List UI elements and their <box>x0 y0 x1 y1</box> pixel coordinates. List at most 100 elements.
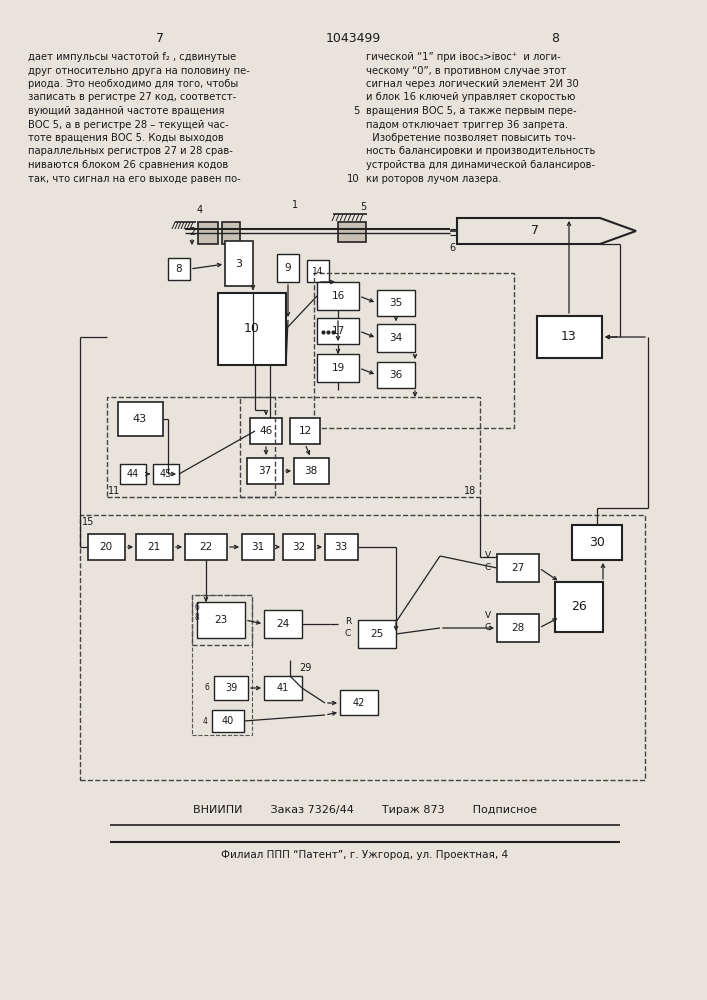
Text: друг относительно друга на половину пе-: друг относительно друга на половину пе- <box>28 66 250 76</box>
Text: падом отключает триггер 36 запрета.: падом отключает триггер 36 запрета. <box>366 119 568 129</box>
Text: и блок 16 ключей управляет скоростью: и блок 16 ключей управляет скоростью <box>366 93 575 103</box>
Text: 44: 44 <box>127 469 139 479</box>
Text: 23: 23 <box>214 615 228 625</box>
Text: 43: 43 <box>133 414 147 424</box>
Text: 24: 24 <box>276 619 290 629</box>
Text: 8: 8 <box>194 612 199 621</box>
Bar <box>317 318 359 344</box>
Bar <box>240 397 480 497</box>
Bar <box>192 595 252 735</box>
Bar <box>247 458 283 484</box>
Bar <box>222 222 240 244</box>
Bar <box>192 595 252 645</box>
Bar <box>168 258 190 280</box>
Bar <box>153 464 179 484</box>
Text: 3: 3 <box>235 259 243 269</box>
Bar <box>537 316 602 358</box>
Bar <box>377 324 415 352</box>
Text: 35: 35 <box>390 298 402 308</box>
Text: 41: 41 <box>277 683 289 693</box>
Text: 5: 5 <box>360 202 366 212</box>
Bar <box>242 534 274 560</box>
Text: 28: 28 <box>511 623 525 633</box>
Bar <box>555 582 603 632</box>
Bar <box>88 534 125 560</box>
Text: риода. Это необходимо для того, чтобы: риода. Это необходимо для того, чтобы <box>28 79 238 89</box>
Text: 37: 37 <box>258 466 271 476</box>
Text: 32: 32 <box>293 542 305 552</box>
Bar <box>120 464 146 484</box>
Bar <box>218 293 286 365</box>
Text: 27: 27 <box>511 563 525 573</box>
Bar <box>338 222 366 242</box>
Bar <box>317 282 359 310</box>
Bar <box>325 534 358 560</box>
Text: тоте вращения ВОС 5. Коды выходов: тоте вращения ВОС 5. Коды выходов <box>28 133 223 143</box>
Text: 45: 45 <box>160 469 173 479</box>
Text: 21: 21 <box>147 542 160 552</box>
Bar <box>377 290 415 316</box>
Text: 30: 30 <box>589 536 605 550</box>
Text: 34: 34 <box>390 333 402 343</box>
Bar <box>358 620 396 648</box>
Text: C: C <box>485 564 491 572</box>
Bar <box>185 534 227 560</box>
Text: V: V <box>485 552 491 560</box>
Text: 15: 15 <box>82 517 94 527</box>
Text: 6: 6 <box>204 682 209 692</box>
Bar <box>80 515 645 780</box>
Text: 13: 13 <box>561 330 577 344</box>
Text: Изобретение позволяет повысить точ-: Изобретение позволяет повысить точ- <box>366 133 575 143</box>
Bar <box>314 273 514 428</box>
Bar <box>294 458 329 484</box>
Text: 20: 20 <box>100 542 112 552</box>
Text: 10: 10 <box>347 174 360 184</box>
Text: 8: 8 <box>175 264 182 274</box>
Text: вращения ВОС 5, а также первым пере-: вращения ВОС 5, а также первым пере- <box>366 106 577 116</box>
Text: V: V <box>485 610 491 619</box>
Text: 40: 40 <box>222 716 234 726</box>
Text: 33: 33 <box>334 542 348 552</box>
Text: 8: 8 <box>551 31 559 44</box>
Text: 17: 17 <box>332 326 344 336</box>
Text: вующий заданной частоте вращения: вующий заданной частоте вращения <box>28 106 225 116</box>
Text: 22: 22 <box>199 542 213 552</box>
Text: ВНИИПИ        Заказ 7326/44        Тираж 873        Подписное: ВНИИПИ Заказ 7326/44 Тираж 873 Подписное <box>193 805 537 815</box>
Text: 6: 6 <box>194 602 199 611</box>
Bar <box>497 614 539 642</box>
Text: 26: 26 <box>571 600 587 613</box>
Text: ки роторов лучом лазера.: ки роторов лучом лазера. <box>366 174 501 184</box>
Text: Филиал ППП “Патент”, г. Ужгород, ул. Проектная, 4: Филиал ППП “Патент”, г. Ужгород, ул. Про… <box>221 850 508 860</box>
Bar <box>212 710 244 732</box>
Bar <box>283 534 315 560</box>
Bar <box>214 676 248 700</box>
Text: параллельных регистров 27 и 28 срав-: параллельных регистров 27 и 28 срав- <box>28 146 233 156</box>
Text: сигнал через логический элемент 2И 30: сигнал через логический элемент 2И 30 <box>366 79 579 89</box>
Bar <box>136 534 173 560</box>
Text: 46: 46 <box>259 426 273 436</box>
Text: 7: 7 <box>156 31 164 44</box>
Text: 2: 2 <box>189 227 195 237</box>
Text: 39: 39 <box>225 683 237 693</box>
Text: 36: 36 <box>390 370 402 380</box>
Text: гической “1” при iвос₃>iвос⁺  и логи-: гической “1” при iвос₃>iвос⁺ и логи- <box>366 52 561 62</box>
Text: 25: 25 <box>370 629 384 639</box>
Bar <box>264 676 302 700</box>
Text: 38: 38 <box>305 466 317 476</box>
Bar <box>264 610 302 638</box>
Text: 1: 1 <box>292 200 298 210</box>
Text: 6: 6 <box>449 243 455 253</box>
Text: 31: 31 <box>252 542 264 552</box>
Text: R: R <box>345 617 351 626</box>
Text: 12: 12 <box>298 426 312 436</box>
Text: C: C <box>485 624 491 633</box>
Text: 16: 16 <box>332 291 344 301</box>
Text: ность балансировки и производительность: ность балансировки и производительность <box>366 146 595 156</box>
Bar <box>572 525 622 560</box>
Text: 9: 9 <box>285 263 291 273</box>
Bar <box>250 418 282 444</box>
Text: 42: 42 <box>353 698 366 708</box>
Bar <box>277 254 299 282</box>
Bar <box>198 222 218 244</box>
Text: 29: 29 <box>299 663 311 673</box>
